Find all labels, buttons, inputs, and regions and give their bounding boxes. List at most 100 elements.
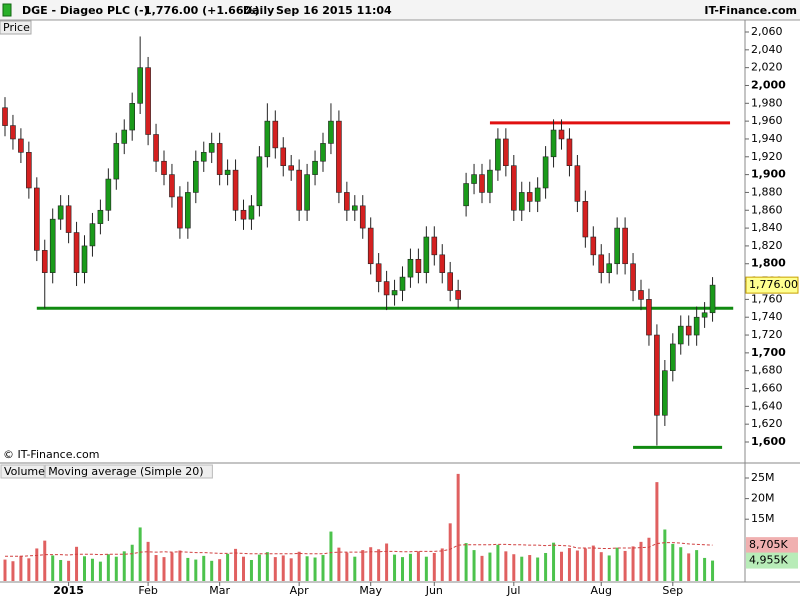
x-tick-label: Jul — [506, 584, 520, 597]
y-tick-label: 15M — [751, 512, 775, 525]
legend-box — [0, 464, 45, 479]
volume-bar — [67, 560, 71, 581]
volume-bar — [416, 551, 420, 581]
candle-body — [391, 290, 398, 296]
y-tick-label: 1,840 — [751, 221, 783, 234]
volume-bar — [11, 561, 15, 581]
candle-body — [574, 165, 581, 202]
volume-bar — [639, 541, 643, 581]
y-tick-label: 1,720 — [751, 328, 783, 341]
candle-body — [598, 254, 605, 273]
candle-body — [630, 263, 636, 291]
volume-bar — [401, 557, 404, 581]
volume-bar — [647, 537, 651, 581]
candle-body — [439, 254, 446, 273]
volume-bar — [544, 552, 548, 581]
candle-body — [558, 129, 565, 140]
candle-body — [344, 192, 350, 211]
volume-bar — [337, 547, 341, 581]
volume-bar — [377, 549, 381, 581]
candle-body — [510, 165, 517, 211]
volume-bar — [361, 550, 365, 581]
candle-body — [662, 370, 668, 416]
volume-bar — [59, 559, 63, 581]
volume-bar — [51, 555, 55, 581]
candle-body — [193, 160, 199, 193]
candle-body — [399, 276, 406, 291]
y-tick-label: 1,920 — [751, 150, 783, 163]
candle-body — [10, 125, 16, 140]
candle-body — [18, 138, 24, 153]
candle-body — [566, 138, 573, 166]
candle-body — [97, 209, 104, 224]
y-tick-label: 2,000 — [751, 78, 786, 91]
volume-bar — [3, 559, 7, 581]
candle-body — [701, 312, 708, 318]
y-tick-label: 20M — [751, 492, 775, 505]
candle-body — [534, 187, 541, 202]
candle-body — [33, 187, 40, 251]
volume-bar — [488, 552, 492, 581]
volume-bar — [424, 556, 428, 581]
volume-bar — [130, 544, 134, 581]
y-tick-label: 1,640 — [751, 399, 783, 412]
candle-body — [375, 263, 382, 282]
source: IT-Finance.com — [704, 4, 797, 17]
candle-body — [89, 223, 96, 247]
candle-body — [153, 134, 159, 162]
volume-bar — [369, 547, 373, 581]
volume-bar — [35, 548, 39, 581]
candle-body — [336, 120, 342, 193]
candle-body — [447, 272, 454, 291]
volume-bar — [242, 556, 245, 581]
y-tick-label: 1,600 — [751, 435, 786, 448]
candle-body — [312, 160, 318, 175]
y-tick-label: 1,960 — [751, 114, 783, 127]
volume-bar — [170, 552, 174, 581]
volume-bar — [385, 543, 389, 581]
volume-bar — [432, 552, 436, 581]
volume-bar — [345, 552, 349, 581]
panel-label-box — [0, 20, 32, 35]
y-tick-label: 1,880 — [751, 185, 783, 198]
candle-body — [129, 103, 135, 131]
volume-bar — [43, 540, 47, 581]
volume-bar — [591, 545, 595, 581]
volume-bar — [90, 558, 94, 581]
y-tick-label: 1,820 — [751, 239, 783, 252]
candle-body — [216, 143, 223, 175]
volume-bar — [194, 559, 198, 581]
value-tag-label: 4,955K — [749, 554, 788, 567]
candle-body — [73, 232, 80, 273]
volume-bar — [631, 546, 635, 581]
volume-bar — [623, 550, 627, 581]
volume-bar — [257, 554, 261, 581]
candle-body — [185, 192, 191, 229]
volume-bar — [655, 482, 659, 581]
volume-bar — [249, 559, 253, 581]
volume-bar — [496, 544, 500, 581]
moving-average-line — [5, 542, 713, 557]
volume-bar — [75, 546, 79, 581]
y-tick-label: 1,980 — [751, 96, 783, 109]
candle-body — [638, 290, 644, 300]
volume-bar — [583, 548, 587, 581]
volume-bar — [528, 555, 532, 581]
candle-body — [288, 165, 295, 171]
volume-bar — [234, 548, 238, 581]
y-tick-label: 2,040 — [751, 43, 783, 56]
candle-body — [383, 281, 390, 296]
candle-body — [41, 250, 48, 273]
volume-bar — [679, 547, 683, 581]
volume-bar — [146, 541, 150, 581]
candle-body — [224, 169, 231, 175]
volume-bar — [472, 550, 476, 581]
candle-body — [177, 196, 183, 229]
y-tick-label: 1,620 — [751, 417, 783, 430]
candle-body — [526, 192, 533, 202]
volume-bar — [504, 551, 508, 581]
volume-bar — [106, 554, 110, 581]
volume-bar — [560, 551, 563, 581]
candle-body — [463, 183, 469, 207]
